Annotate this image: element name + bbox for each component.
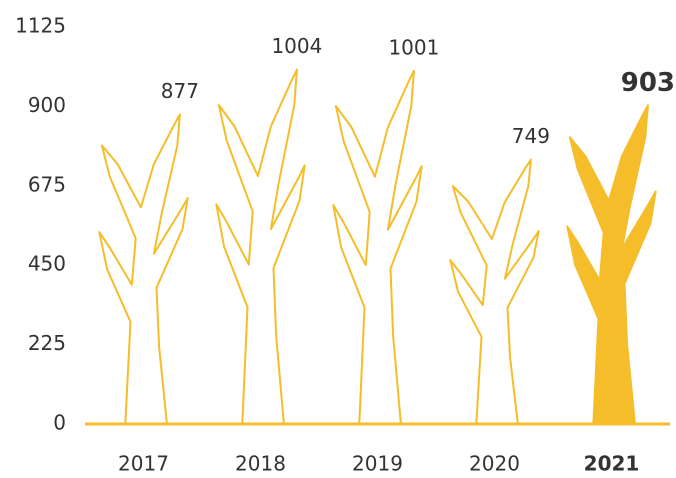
y-tick-label: 450 bbox=[28, 252, 66, 276]
x-tick-label: 2019 bbox=[352, 452, 403, 476]
tree-bar bbox=[332, 69, 423, 425]
tree-bar bbox=[566, 104, 657, 425]
value-label: 903 bbox=[621, 68, 675, 98]
tree-bar bbox=[98, 113, 189, 425]
y-tick-label: 900 bbox=[28, 93, 66, 117]
tree-bar bbox=[449, 158, 540, 425]
tree-bar bbox=[215, 68, 306, 425]
value-label: 877 bbox=[161, 79, 199, 103]
x-tick-label: 2018 bbox=[235, 452, 286, 476]
y-tick-label: 225 bbox=[28, 331, 66, 355]
y-tick-label: 1125 bbox=[15, 14, 66, 38]
x-tick-label: 2020 bbox=[469, 452, 520, 476]
value-label: 1001 bbox=[388, 35, 439, 59]
x-tick-label: 2017 bbox=[118, 452, 169, 476]
value-label: 749 bbox=[512, 124, 550, 148]
y-tick-label: 0 bbox=[53, 411, 66, 435]
value-label: 1004 bbox=[271, 34, 322, 58]
x-tick-label: 2021 bbox=[584, 452, 640, 476]
y-tick-label: 675 bbox=[28, 172, 66, 196]
